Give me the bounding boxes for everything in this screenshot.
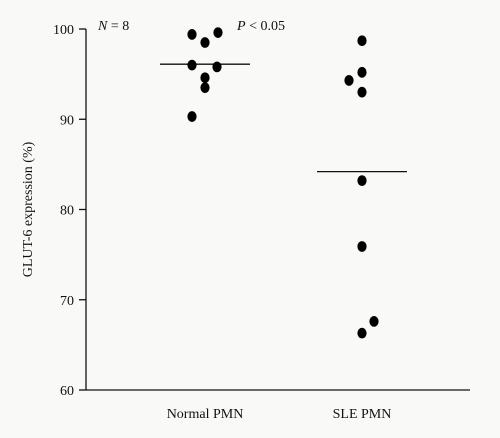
y-ticks: 60 70 80 90 100 <box>53 23 86 399</box>
category-labels: Normal PMN SLE PMN <box>167 407 392 422</box>
y-tick-label: 80 <box>60 204 74 219</box>
sample-size-value: = 8 <box>107 19 129 34</box>
sample-size-annotation: N = 8 <box>97 19 129 34</box>
y-tick-label: 100 <box>53 23 74 38</box>
x-category-label: SLE PMN <box>333 407 392 422</box>
sample-size-symbol: N <box>97 19 108 34</box>
p-value-value: < 0.05 <box>246 19 285 34</box>
axes <box>85 29 470 391</box>
data-point <box>187 111 197 122</box>
data-point <box>213 27 223 39</box>
data-point <box>344 75 354 86</box>
data-point <box>357 66 367 78</box>
data-point <box>357 241 367 252</box>
data-point <box>212 61 222 73</box>
data-point <box>200 37 210 48</box>
mean-lines <box>160 63 407 173</box>
data-point <box>187 59 197 71</box>
data-point <box>200 82 210 94</box>
y-tick-label: 90 <box>60 113 74 128</box>
y-tick-label: 60 <box>60 384 74 399</box>
data-point <box>200 72 210 84</box>
data-point <box>357 175 367 187</box>
data-point <box>369 316 379 327</box>
data-point <box>357 35 367 47</box>
y-axis-label: GLUT-6 expression (%) <box>21 141 36 277</box>
data-points <box>187 27 379 339</box>
data-point <box>187 29 197 40</box>
p-value-symbol: P <box>236 19 246 34</box>
data-point <box>357 86 367 98</box>
y-tick-label: 70 <box>60 294 74 309</box>
x-category-label: Normal PMN <box>167 407 244 422</box>
p-value-annotation: P < 0.05 <box>236 19 285 34</box>
data-point <box>357 327 367 339</box>
